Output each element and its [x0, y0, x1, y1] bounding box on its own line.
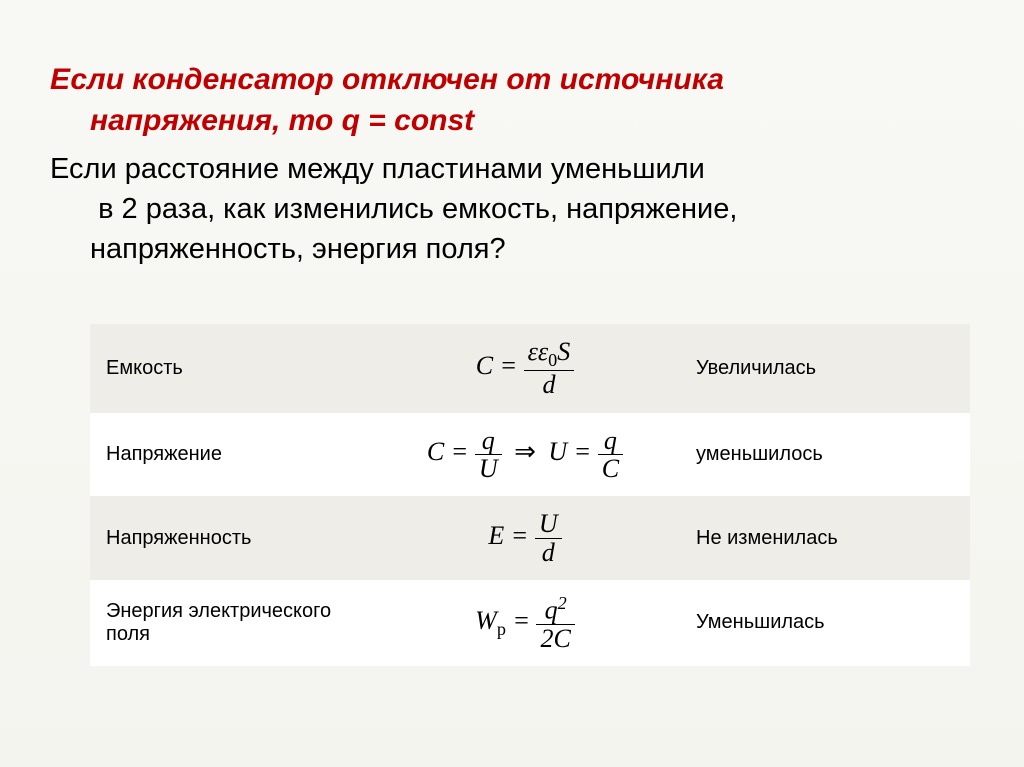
row-formula: Wp = q22C	[370, 580, 680, 666]
slide-question: Если расстояние между пластинами уменьши…	[50, 149, 974, 269]
slide-title: Если конденсатор отключен от источника н…	[50, 60, 974, 141]
table-row: Емкость C = εε0Sd Увеличилась	[90, 324, 970, 413]
row-label: Напряжение	[90, 413, 370, 497]
row-label: Энергия электрического поля	[90, 580, 370, 666]
table-row: Энергия электрического поля Wp = q22C Ум…	[90, 580, 970, 666]
row-result: Уменьшилась	[680, 580, 970, 666]
question-line2: в 2 раза, как изменились емкость, напряж…	[50, 189, 974, 229]
title-line1: Если конденсатор отключен от источника	[50, 60, 974, 101]
physics-table: Емкость C = εε0Sd Увеличилась Напряжение…	[90, 324, 970, 666]
row-formula: C = qU ⇒ U = qC	[370, 413, 680, 497]
title-line2: напряжения, то q = const	[50, 101, 974, 142]
table-row: Напряжение C = qU ⇒ U = qC уменьшилось	[90, 413, 970, 497]
row-label: Емкость	[90, 324, 370, 413]
question-line1: Если расстояние между пластинами уменьши…	[50, 149, 974, 189]
row-label: Напряженность	[90, 496, 370, 580]
row-result: уменьшилось	[680, 413, 970, 497]
table-row: Напряженность E = Ud Не изменилась	[90, 496, 970, 580]
row-formula: E = Ud	[370, 496, 680, 580]
row-result: Увеличилась	[680, 324, 970, 413]
row-result: Не изменилась	[680, 496, 970, 580]
row-formula: C = εε0Sd	[370, 324, 680, 413]
question-line3: напряженность, энергия поля?	[50, 229, 974, 269]
